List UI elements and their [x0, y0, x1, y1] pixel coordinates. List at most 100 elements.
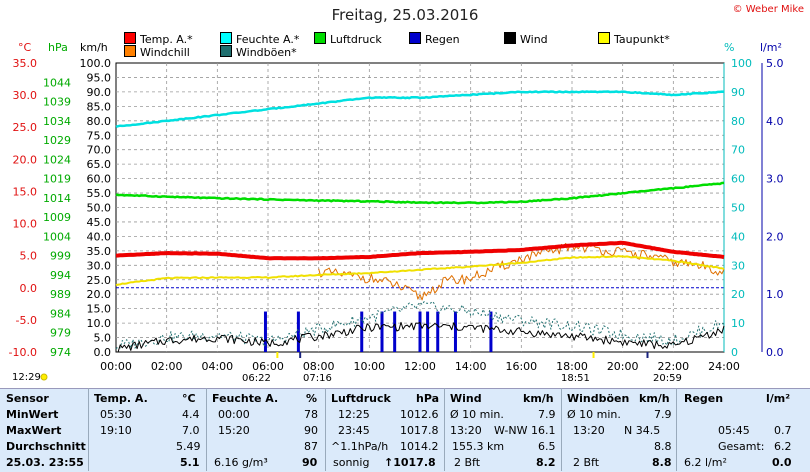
- temp-tick-label: 15.0: [13, 185, 38, 198]
- pressure-tick-label: 1039: [43, 96, 71, 109]
- humidity-tick-label: 90: [731, 86, 745, 99]
- pressure-tick-label: 1014: [43, 192, 71, 205]
- table-divider: [561, 388, 562, 471]
- wind-tick-label: 90.0: [87, 86, 112, 99]
- rain-tick-label: 0.0: [766, 346, 784, 359]
- table-divider: [325, 388, 326, 471]
- time-tick-label: 16:00: [505, 360, 537, 373]
- time-tick-label: 00:00: [100, 360, 132, 373]
- cell-value: 6.2: [774, 440, 792, 453]
- wind-tick-label: 25.0: [87, 274, 112, 287]
- legend-label: Wind: [520, 33, 548, 46]
- legend-wind: Wind: [504, 32, 548, 46]
- cell-time: Gesamt:: [718, 440, 765, 453]
- cell-time: sonnig: [333, 456, 370, 469]
- table-header: Feuchte A.: [212, 392, 279, 405]
- pressure-tick-label: 1024: [43, 153, 71, 166]
- cell-value: 1014.2: [400, 440, 439, 453]
- pressure-tick-label: 1004: [43, 230, 71, 243]
- cell-time: 13:20: [450, 424, 482, 437]
- cell-value: 4.4: [182, 408, 200, 421]
- wind-tick-label: 60.0: [87, 173, 112, 186]
- wind-tick-label: 95.0: [87, 71, 112, 84]
- time-tick-label: 06:00: [252, 360, 284, 373]
- pressure-line: [115, 181, 725, 205]
- weather-chart: 35.030.025.020.015.010.05.00.0-5.0-10.01…: [9, 57, 784, 381]
- pressure-tick-label: 1009: [43, 211, 71, 224]
- wind-tick-label: 40.0: [87, 230, 112, 243]
- legend-label: Windchill: [140, 46, 190, 59]
- wind-tick-label: 70.0: [87, 144, 112, 157]
- cell-value: ↑1017.8: [384, 456, 436, 469]
- windchill-line: [318, 242, 725, 301]
- row-label: Durchschnitt: [6, 440, 86, 453]
- wind-tick-label: 50.0: [87, 202, 112, 215]
- legend-dewpoint: Taupunkt*: [598, 32, 670, 46]
- sun-icon: [40, 373, 48, 381]
- humidity-tick-label: 80: [731, 115, 745, 128]
- cell-value: 8.2: [536, 456, 556, 469]
- cell-value: N 34.5: [624, 424, 661, 437]
- table-header: °C: [182, 392, 196, 405]
- cell-time: 2 Bft: [573, 456, 600, 469]
- row-label: 25.03. 23:55: [6, 456, 84, 469]
- rain-tick-label: 3.0: [766, 173, 784, 186]
- rain-tick-label: 4.0: [766, 115, 784, 128]
- temp-tick-label: 5.0: [20, 250, 38, 263]
- table-divider: [88, 388, 89, 471]
- cell-time: Ø 10 min.: [450, 408, 504, 421]
- wind-tick-label: 45.0: [87, 216, 112, 229]
- legend-swatch: [124, 32, 136, 44]
- table-header: km/h: [523, 392, 554, 405]
- wind-unit: km/h: [80, 41, 108, 54]
- legend-label: Taupunkt*: [614, 33, 670, 46]
- pressure-tick-label: 1044: [43, 76, 71, 89]
- table-header: %: [306, 392, 318, 405]
- time-tick-label: 04:00: [201, 360, 233, 373]
- pressure-tick-label: 994: [50, 269, 71, 282]
- wind-tick-label: 0.0: [94, 346, 112, 359]
- table-header: Regen: [684, 392, 724, 405]
- wind-tick-label: 15.0: [87, 303, 112, 316]
- humidity-tick-label: 20: [731, 288, 745, 301]
- humidity-tick-label: 70: [731, 144, 745, 157]
- humidity-tick-label: 60: [731, 173, 745, 186]
- wind-tick-label: 35.0: [87, 245, 112, 258]
- cell-time: 15:20: [218, 424, 250, 437]
- cell-value: 6.5: [538, 440, 556, 453]
- cell-value: 1012.6: [400, 408, 439, 421]
- time-tick-label: 02:00: [151, 360, 183, 373]
- humidity-unit: %: [724, 41, 735, 54]
- legend-label: Windböen*: [236, 46, 297, 59]
- row-label: MaxWert: [6, 424, 62, 437]
- cell-time: 155.3 km: [452, 440, 505, 453]
- pressure-tick-label: 1019: [43, 173, 71, 186]
- temp-tick-label: 35.0: [13, 57, 38, 70]
- table-header: Windböen: [567, 392, 630, 405]
- time-tick-label: 22:00: [657, 360, 689, 373]
- pressure-tick-label: 1034: [43, 115, 71, 128]
- legend-label: Luftdruck: [330, 33, 382, 46]
- legend-gust: Windböen*: [220, 45, 297, 59]
- summary-table: [0, 388, 810, 472]
- credit-label: © Weber Mike: [732, 4, 804, 15]
- chart-title: Freitag, 25.03.2016: [331, 6, 479, 24]
- rain-tick-label: 5.0: [766, 57, 784, 70]
- cell-value: W-NW 16.1: [494, 424, 556, 437]
- rain-unit: l/m²: [760, 41, 782, 54]
- wind-line: [116, 321, 725, 353]
- sun-label: 07:16: [303, 373, 332, 384]
- wind-tick-label: 85.0: [87, 100, 112, 113]
- time-tick-label: 24:00: [708, 360, 740, 373]
- cell-time: 23:45: [338, 424, 370, 437]
- cell-value: 90: [304, 424, 318, 437]
- humidity-tick-label: 50: [731, 202, 745, 215]
- temp-tick-label: 10.0: [13, 218, 38, 231]
- legend-temp: Temp. A.*: [124, 32, 193, 46]
- legend-swatch: [220, 45, 232, 57]
- cell-value: 5.1: [180, 456, 200, 469]
- time-tick-label: 20:00: [607, 360, 639, 373]
- temp-tick-label: 20.0: [13, 153, 38, 166]
- temp-tick-label: -10.0: [9, 346, 37, 359]
- cell-time: 00:00: [218, 408, 250, 421]
